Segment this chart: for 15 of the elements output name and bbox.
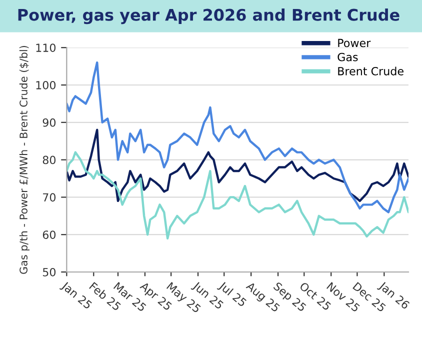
legend-label: Brent Crude — [338, 66, 404, 76]
legend-label: Gas — [338, 52, 358, 62]
y-tick-label: 80 — [42, 156, 56, 164]
line-series — [66, 151, 408, 240]
line-series — [66, 61, 408, 214]
legend-label: Power — [338, 38, 371, 48]
y-tick-label: 100 — [36, 80, 56, 90]
y-tick-label: 70 — [43, 193, 56, 202]
y-axis-title: Gas p/th - Power £/MWh - Brent Crude ($/bl) — [19, 46, 30, 274]
chart-title: Power, gas year Apr 2026 and Brent Crude — [18, 8, 400, 24]
y-tick-label: 50 — [42, 268, 56, 276]
y-tick-label: 60 — [42, 230, 56, 239]
y-tick-label: 90 — [42, 118, 56, 127]
line-series — [66, 128, 408, 202]
y-tick-label: 110 — [36, 44, 56, 52]
